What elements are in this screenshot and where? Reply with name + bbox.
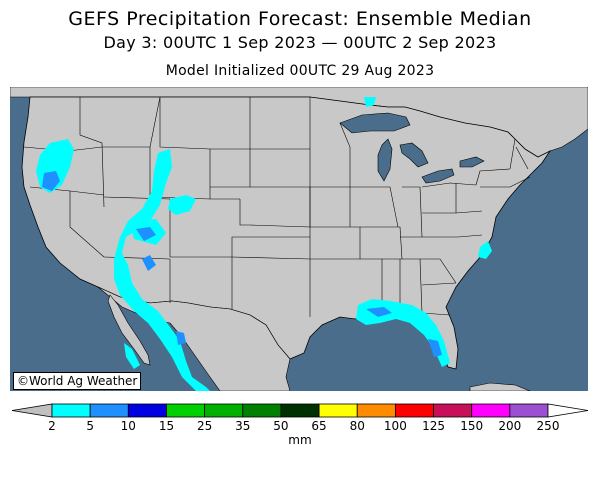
legend-under-arrow (11, 403, 53, 418)
legend-swatch (166, 403, 206, 418)
legend-tick-label: 200 (498, 419, 521, 433)
legend-swatch (471, 403, 511, 418)
legend-tick-label: 80 (350, 419, 365, 433)
legend-tick-label: 35 (235, 419, 250, 433)
legend-swatch (242, 403, 282, 418)
legend-tick-label: 125 (422, 419, 445, 433)
legend-swatch (318, 403, 358, 418)
legend-swatch (51, 403, 91, 418)
legend-tick-label: 2 (48, 419, 56, 433)
legend-over-arrow (547, 403, 589, 418)
legend-unit: mm (288, 433, 311, 447)
legend-swatch (509, 403, 549, 418)
legend-swatch (433, 403, 473, 418)
legend-tick-label: 150 (460, 419, 483, 433)
legend-swatch (204, 403, 244, 418)
legend-swatch (127, 403, 167, 418)
legend-tick-label: 25 (197, 419, 212, 433)
copyright-credit: ©World Ag Weather (13, 372, 142, 390)
legend-swatch (394, 403, 434, 418)
map-title: GEFS Precipitation Forecast: Ensemble Me… (68, 8, 532, 30)
legend-tick-label: 250 (537, 419, 560, 433)
cuba (469, 382, 531, 391)
legend-swatch (280, 403, 320, 418)
legend-color-bar (11, 403, 589, 418)
legend-tick-label: 10 (121, 419, 136, 433)
state-boundaries (23, 96, 531, 317)
legend-swatch (89, 403, 129, 418)
legend-tick-label: 15 (159, 419, 174, 433)
model-init-time: Model Initialized 00UTC 29 Aug 2023 (165, 63, 435, 79)
baja-peninsula (107, 294, 151, 366)
legend-tick-label: 100 (384, 419, 407, 433)
legend-tick-label: 50 (273, 419, 288, 433)
legend-tick-label: 5 (86, 419, 94, 433)
great-lakes (339, 112, 485, 184)
precipitation-shading (36, 97, 492, 391)
legend-swatch (356, 403, 396, 418)
forecast-period: Day 3: 00UTC 1 Sep 2023 — 00UTC 2 Sep 20… (103, 33, 497, 52)
precipitation-map (10, 87, 588, 391)
precipitation-legend: 2 5 10 15 25 35 50 65 80 100 125 150 200 250 mm (11, 403, 589, 447)
legend-tick-labels: 2 5 10 15 25 35 50 65 80 100 125 150 200 250 (48, 419, 559, 433)
legend-tick-label: 65 (311, 419, 326, 433)
